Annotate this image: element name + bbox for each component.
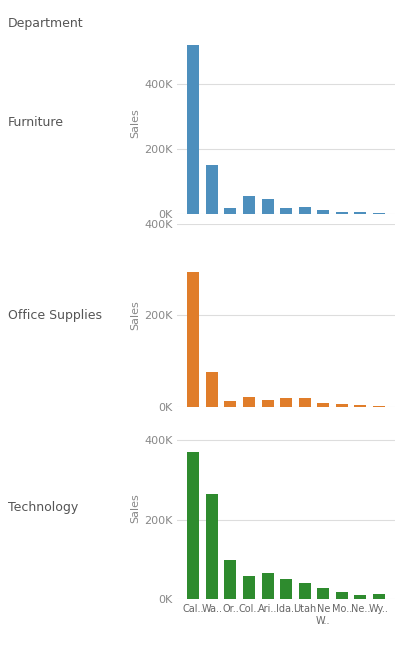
Bar [317,210,329,214]
Bar [354,405,366,406]
Y-axis label: Sales: Sales [130,493,140,523]
Bar [373,213,385,214]
Bar [299,207,311,214]
Bar [336,212,348,214]
Bar [224,560,237,599]
Bar [187,44,199,214]
Bar [262,574,274,599]
Bar [280,208,292,214]
Bar [317,588,329,599]
Bar [187,272,199,406]
Bar [224,208,237,214]
Bar [243,576,255,599]
Text: Department: Department [8,17,84,30]
Bar [373,594,385,599]
Text: Technology: Technology [8,501,78,515]
Bar [243,196,255,214]
Bar [280,398,292,406]
Bar [187,452,199,599]
Bar [206,165,218,214]
Bar [299,582,311,599]
Bar [336,404,348,406]
Bar [206,494,218,599]
Bar [354,596,366,599]
Bar [280,578,292,599]
Bar [262,400,274,406]
Text: Office Supplies: Office Supplies [8,309,102,322]
Text: Furniture: Furniture [8,116,64,129]
Y-axis label: Sales: Sales [130,108,140,137]
Bar [262,199,274,214]
Bar [354,212,366,214]
Bar [317,403,329,406]
Bar [336,592,348,599]
Bar [299,398,311,406]
Y-axis label: Sales: Sales [130,301,140,330]
Bar [224,401,237,406]
Bar [243,396,255,406]
Bar [206,373,218,406]
